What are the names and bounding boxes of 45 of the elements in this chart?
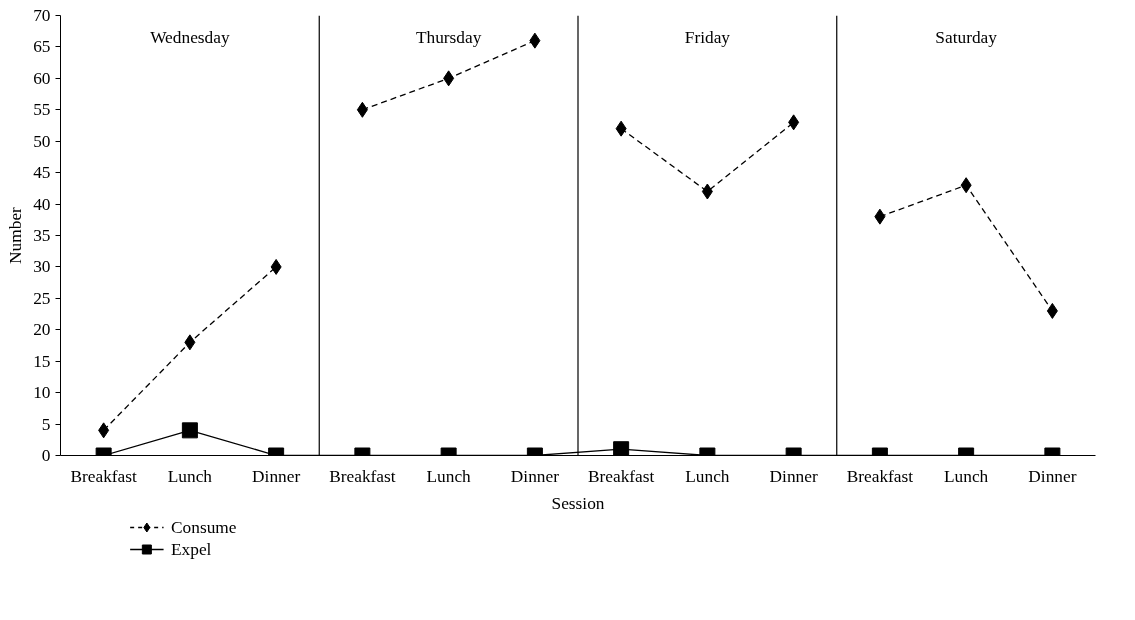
- point: [356, 101, 368, 118]
- annotation: Friday: [684, 27, 731, 47]
- y-tick-label: 65: [33, 37, 51, 57]
- annotation: Thursday: [415, 27, 482, 47]
- x-tick-label: Dinner: [510, 466, 560, 486]
- point: [960, 177, 972, 194]
- y-tick-label: 45: [33, 163, 51, 183]
- y-tick-label: 20: [33, 320, 51, 340]
- x-tick-label: Breakfast: [846, 466, 914, 486]
- y-tick-label: 55: [33, 100, 51, 120]
- x-tick-label: Breakfast: [70, 466, 138, 486]
- x-tick-label: Dinner: [1028, 466, 1077, 486]
- point: [529, 32, 541, 49]
- annotation: Saturday: [935, 27, 998, 47]
- x-tick-label: Lunch: [426, 466, 472, 486]
- y-tick-label: 50: [33, 131, 51, 151]
- x-tick-label: Lunch: [685, 466, 730, 486]
- annotation: Wednesday: [150, 27, 230, 47]
- y-tick-label: 60: [33, 68, 51, 88]
- x-tick-label: Breakfast: [587, 466, 655, 486]
- x-tick-label: Breakfast: [329, 466, 396, 486]
- legend-label: Consume: [171, 518, 237, 537]
- point: [874, 208, 886, 225]
- x-tick-label: Dinner: [252, 466, 301, 486]
- y-tick-label: 40: [33, 194, 51, 214]
- y-tick-label: 30: [33, 257, 51, 277]
- x-tick-label: Dinner: [769, 466, 818, 486]
- y-tick-label: 0: [41, 446, 51, 465]
- point: [701, 183, 713, 200]
- legend-label: Expel: [171, 540, 212, 559]
- point: [788, 114, 800, 131]
- x-axis-title: Session: [551, 493, 605, 513]
- point: [270, 258, 282, 275]
- y-tick-label: 15: [33, 351, 51, 371]
- y-tick-label: 10: [33, 383, 51, 403]
- y-tick-label: 5: [41, 414, 51, 434]
- x-tick-label: Lunch: [167, 466, 213, 486]
- x-tick-label: Lunch: [943, 466, 989, 486]
- point: [443, 70, 455, 87]
- y-tick-label: 35: [33, 226, 51, 245]
- point: [615, 120, 627, 137]
- y-tick-label: 70: [33, 6, 51, 25]
- y-tick-label: 25: [33, 288, 51, 308]
- y-axis-title: Number: [6, 206, 26, 264]
- point: [1046, 302, 1058, 319]
